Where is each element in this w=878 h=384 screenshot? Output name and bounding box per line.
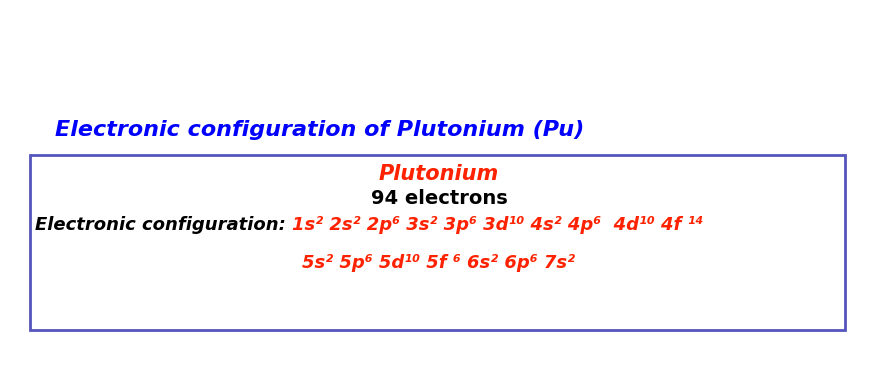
Text: 1s² 2s² 2p⁶ 3s² 3p⁶ 3d¹⁰ 4s² 4p⁶  4d¹⁰ 4f ¹⁴: 1s² 2s² 2p⁶ 3s² 3p⁶ 3d¹⁰ 4s² 4p⁶ 4d¹⁰ 4f… bbox=[291, 216, 702, 234]
Text: Plutonium: Plutonium bbox=[378, 164, 499, 184]
Text: Electronic configuration of Plutonium (Pu): Electronic configuration of Plutonium (P… bbox=[55, 120, 584, 140]
Text: 5s² 5p⁶ 5d¹⁰ 5f ⁶ 6s² 6p⁶ 7s²: 5s² 5p⁶ 5d¹⁰ 5f ⁶ 6s² 6p⁶ 7s² bbox=[302, 254, 575, 272]
Text: 94 electrons: 94 electrons bbox=[371, 189, 507, 208]
Text: Electronic configuration:: Electronic configuration: bbox=[35, 216, 291, 234]
Bar bbox=[30, 155, 844, 330]
Text: Electronic configuration:: Electronic configuration: bbox=[35, 216, 291, 234]
